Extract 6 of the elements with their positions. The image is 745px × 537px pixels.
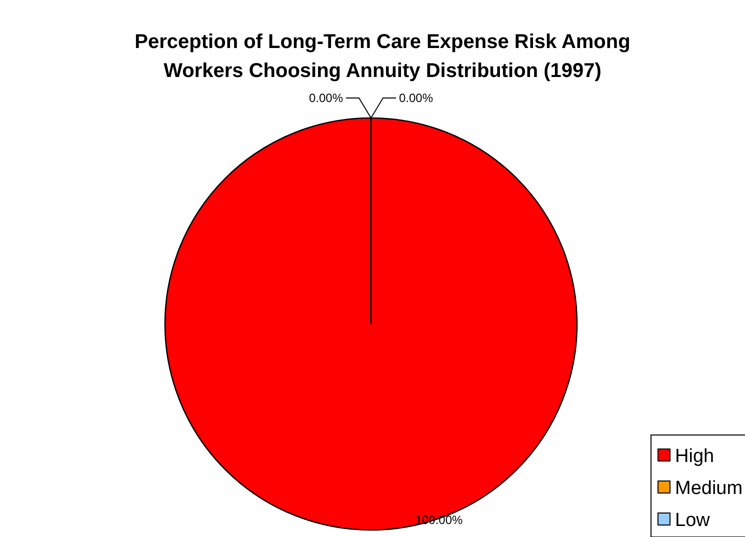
legend-label: Low <box>675 510 710 531</box>
text: 0.00% <box>308 91 343 105</box>
legend-label: Medium <box>675 478 743 499</box>
chart-title: Perception of Long-Term Care Expense Risk Among Workers Choosing Annuity Distribution (1997) <box>134 31 630 82</box>
text: 0.00% <box>399 91 434 105</box>
legend-label: High <box>675 446 714 467</box>
